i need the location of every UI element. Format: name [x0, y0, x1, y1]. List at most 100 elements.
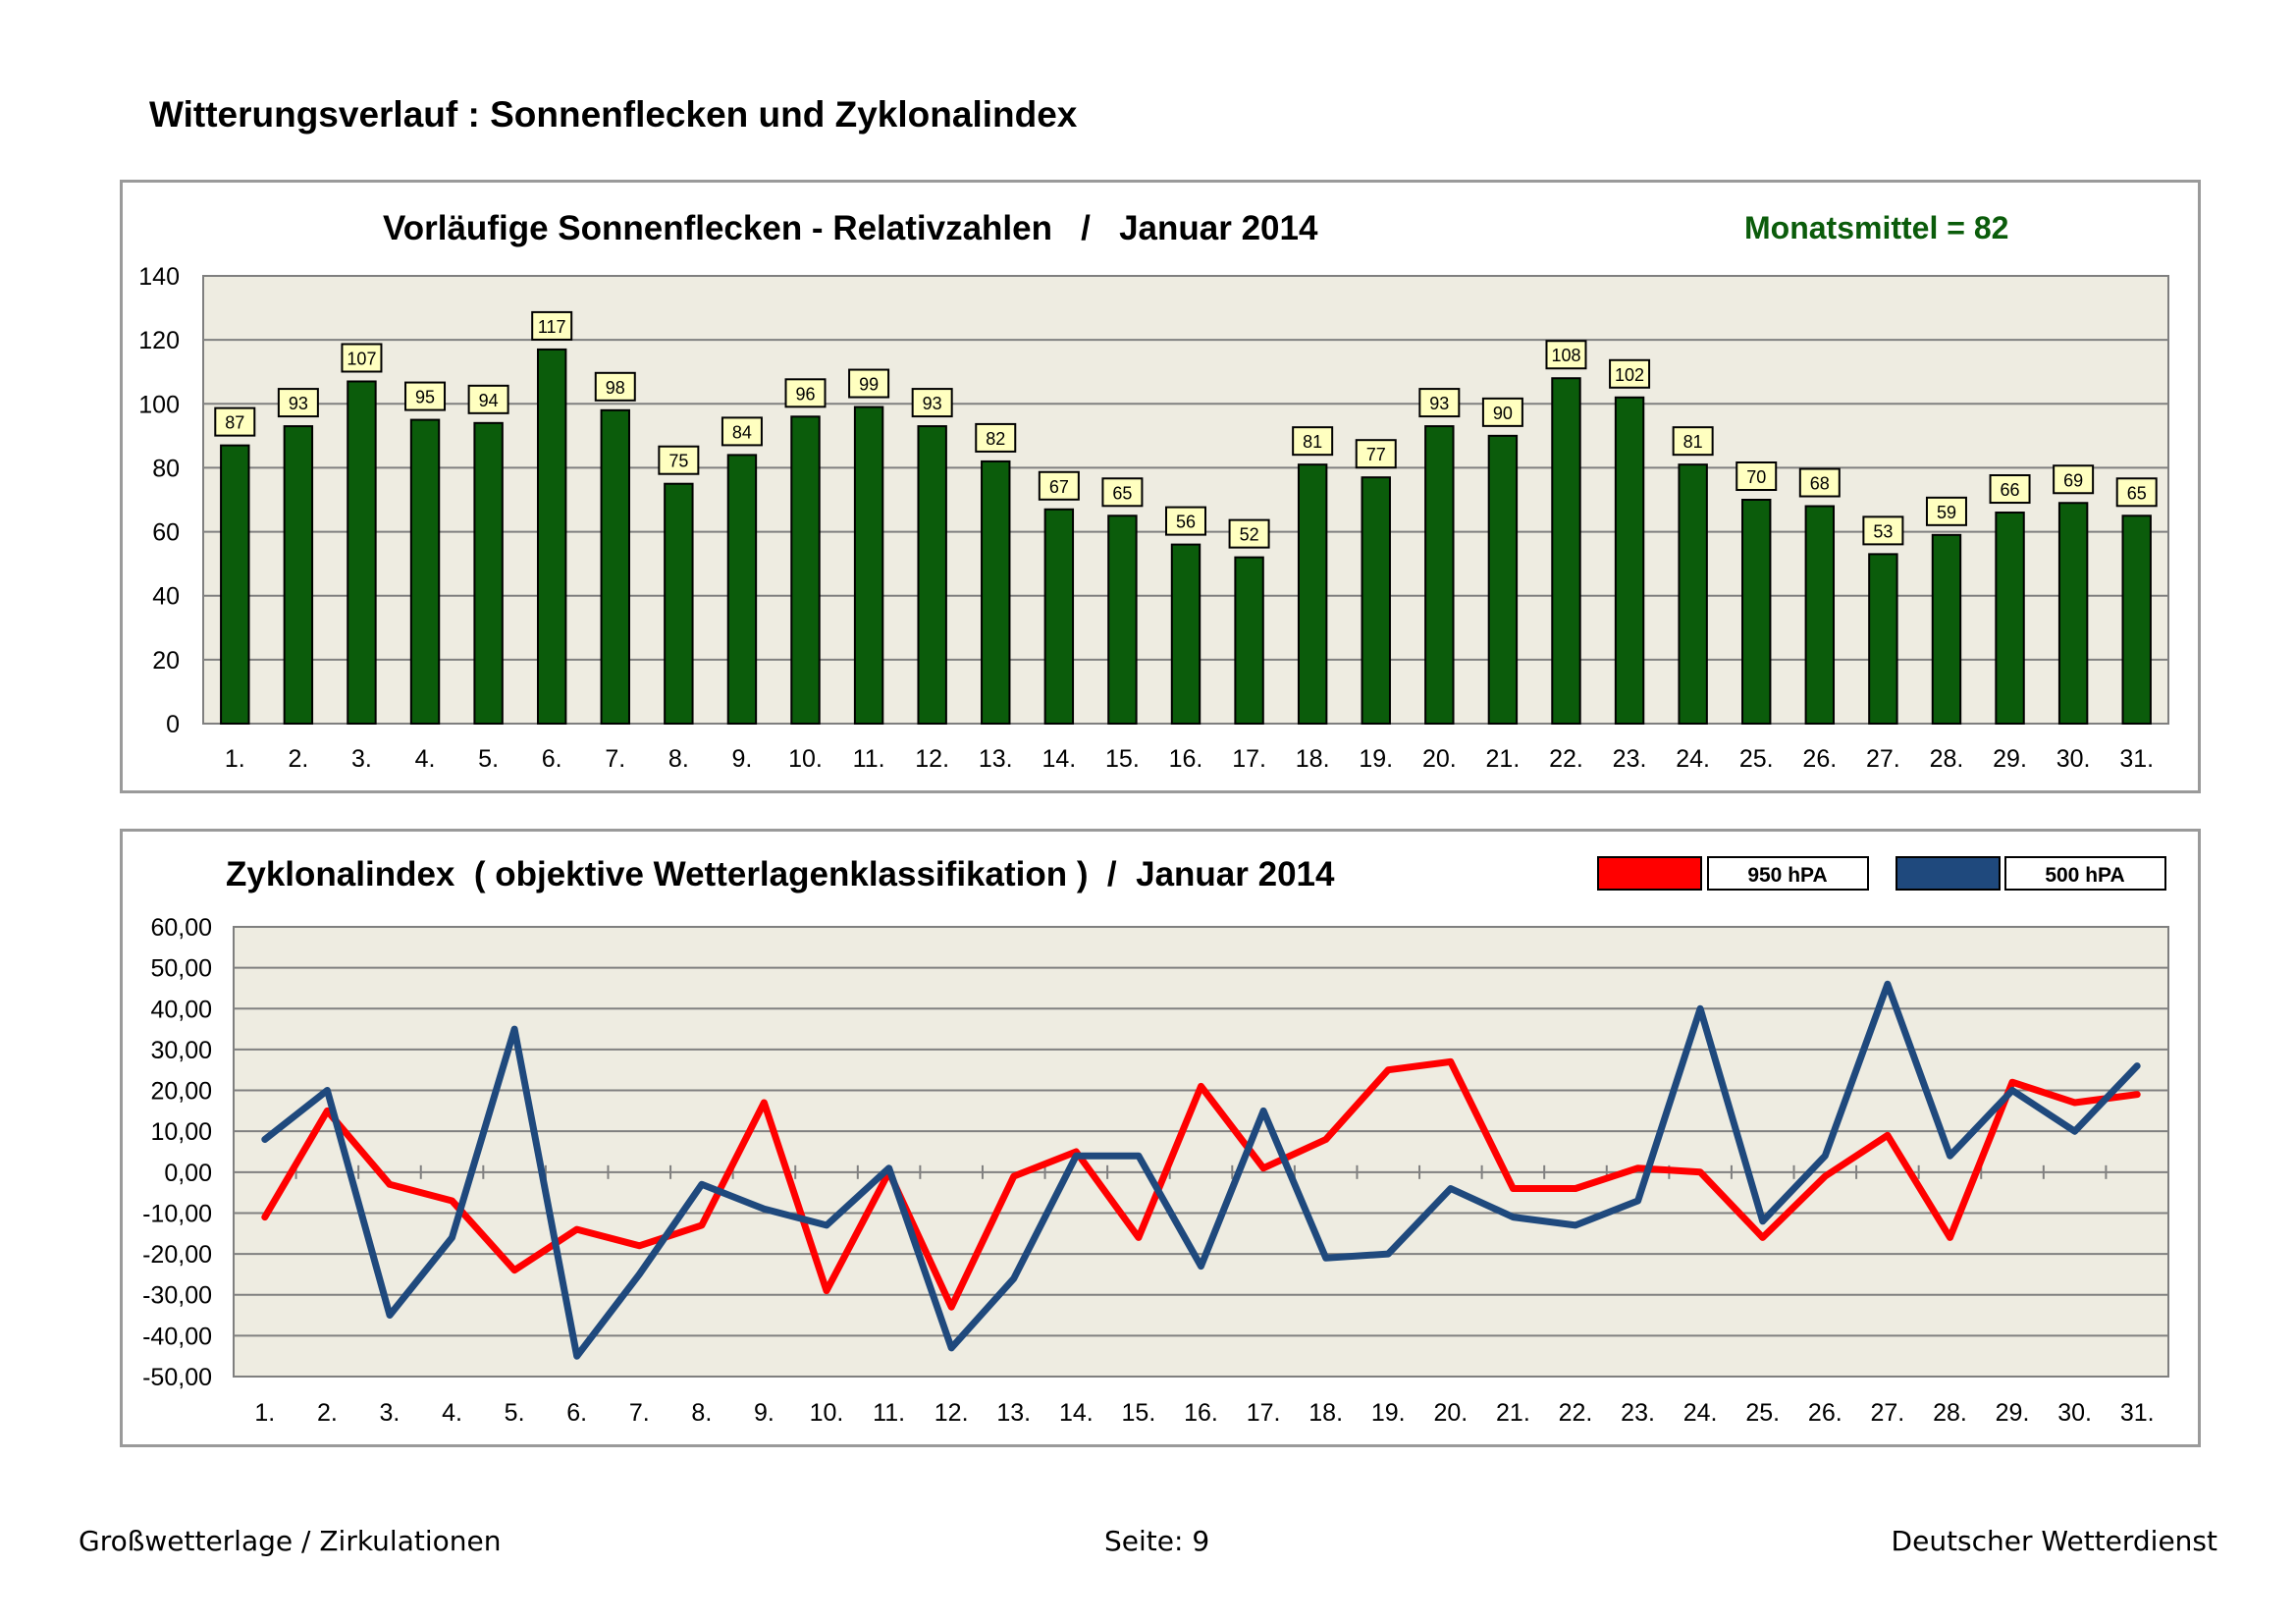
legend-swatch-950	[1597, 856, 1702, 891]
data-label: 94	[479, 391, 499, 410]
series-line-950	[261, 1057, 2141, 1311]
data-label-box	[1862, 515, 1904, 546]
y-tick-label: 20	[152, 647, 180, 675]
data-label-box	[2053, 464, 2095, 495]
x-tick-label: 8.	[668, 745, 689, 773]
y-tick-label: 0	[166, 711, 180, 738]
data-label: 95	[415, 388, 435, 407]
bar	[2121, 514, 2152, 725]
x-tick-label: 30.	[2057, 1399, 2092, 1427]
bar	[664, 482, 694, 726]
x-tick-label: 6.	[566, 1399, 587, 1427]
x-tick-label: 22.	[1559, 1399, 1593, 1427]
data-label-box	[1798, 467, 1841, 498]
bar	[347, 380, 377, 725]
x-tick-label: 2.	[317, 1399, 338, 1427]
data-label-box	[341, 343, 383, 373]
x-tick-label: 16.	[1184, 1399, 1218, 1427]
y-tick-label: 0,00	[164, 1160, 212, 1187]
bar	[473, 421, 504, 725]
x-tick-label: 30.	[2056, 745, 2091, 773]
data-label: 93	[289, 394, 308, 413]
bar	[1424, 425, 1455, 725]
legend: 950 hPA 500 hPA	[1597, 856, 2166, 891]
data-label-box	[404, 381, 447, 411]
x-tick-label: 20.	[1422, 745, 1457, 773]
data-label: 117	[538, 317, 566, 337]
data-label-box	[1038, 470, 1080, 501]
x-tick-label: 31.	[2120, 1399, 2155, 1427]
x-tick-label: 18.	[1296, 745, 1330, 773]
y-tick-label: 40	[152, 583, 180, 611]
x-tick-label: 13.	[979, 745, 1013, 773]
data-label-box	[1101, 477, 1144, 508]
y-tick-label: -10,00	[142, 1200, 212, 1227]
bar	[409, 418, 441, 725]
y-tick-label: 100	[138, 391, 180, 418]
x-tick-label: 26.	[1802, 745, 1837, 773]
bar	[1931, 533, 1962, 725]
data-label-box	[1292, 426, 1334, 457]
monthly-mean-label: Monatsmittel = 82	[1744, 210, 2008, 245]
x-tick-label: 27.	[1866, 745, 1900, 773]
y-tick-label: 60,00	[150, 914, 212, 942]
y-tick-label: 10,00	[150, 1118, 212, 1146]
footer-page-number: Seite: 9	[1104, 1525, 1210, 1557]
data-label-box	[467, 384, 509, 414]
data-label-box	[658, 445, 700, 475]
bar	[853, 406, 884, 725]
data-label: 56	[1176, 513, 1196, 532]
x-tick-label: 29.	[1993, 745, 2027, 773]
x-tick-label: 27.	[1871, 1399, 1905, 1427]
data-label-box	[594, 371, 636, 402]
x-tick-label: 16.	[1169, 745, 1203, 773]
data-label-box	[1355, 439, 1397, 469]
x-tick-label: 10.	[810, 1399, 844, 1427]
bar	[917, 425, 947, 725]
x-tick-label: 12.	[934, 1399, 969, 1427]
data-label-box	[1989, 474, 2031, 505]
bar	[1678, 463, 1708, 725]
x-tick-label: 7.	[629, 1399, 650, 1427]
data-label: 96	[796, 384, 816, 404]
data-label: 66	[2001, 480, 2020, 500]
x-tick-label: 22.	[1549, 745, 1583, 773]
data-label: 65	[1112, 483, 1132, 503]
data-label: 75	[668, 452, 688, 471]
x-tick-label: 11.	[853, 745, 885, 773]
data-label: 59	[1937, 503, 1956, 522]
bar	[1804, 505, 1836, 725]
data-label: 69	[2063, 470, 2083, 490]
data-label: 82	[986, 429, 1005, 449]
bar	[1868, 553, 1898, 725]
y-tick-label: 140	[138, 263, 180, 291]
data-label-box	[911, 388, 953, 418]
footer-left: Großwetterlage / Zirkulationen	[79, 1525, 502, 1557]
x-tick-label: 17.	[1247, 1399, 1281, 1427]
data-label: 53	[1873, 521, 1893, 541]
x-tick-label: 14.	[1041, 745, 1076, 773]
x-tick-label: 14.	[1059, 1399, 1094, 1427]
data-label-box	[1481, 397, 1523, 427]
data-label: 93	[1429, 394, 1449, 413]
series-line-500	[261, 980, 2141, 1360]
bar	[1043, 508, 1075, 725]
bar	[283, 425, 314, 725]
bar	[1297, 463, 1328, 725]
x-tick-label: 26.	[1808, 1399, 1842, 1427]
x-tick-label: 29.	[1996, 1399, 2030, 1427]
y-tick-label: 50,00	[150, 955, 212, 983]
x-tick-label: 17.	[1232, 745, 1266, 773]
data-label-box	[214, 406, 256, 437]
x-tick-label: 12.	[915, 745, 949, 773]
x-tick-label: 19.	[1359, 745, 1393, 773]
data-label: 65	[2127, 483, 2147, 503]
data-label-box	[1165, 506, 1206, 536]
x-tick-label: 5.	[478, 745, 499, 773]
data-label: 102	[1615, 365, 1644, 385]
x-tick-label: 9.	[732, 745, 753, 773]
data-label: 107	[347, 349, 376, 368]
legend-swatch-500	[1896, 856, 2001, 891]
bar	[1995, 512, 2025, 725]
